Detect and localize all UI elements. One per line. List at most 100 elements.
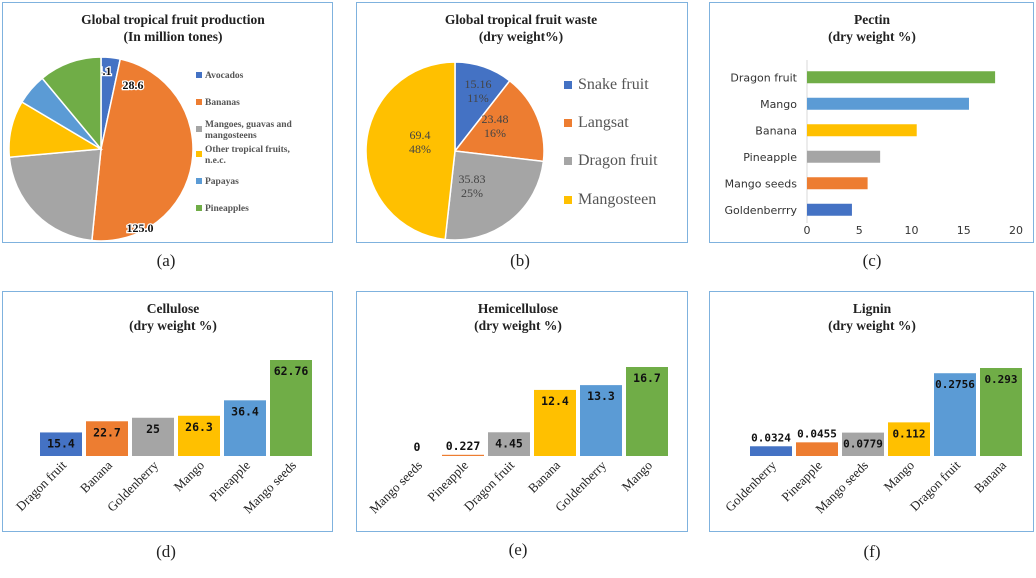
caption-f: (f)	[863, 542, 881, 561]
category-label-mango: Mango	[880, 458, 917, 495]
bar-pineapple	[224, 400, 266, 456]
chart-c-category-label: Mango	[760, 98, 797, 111]
caption-b: (b)	[510, 251, 530, 270]
chart-b-title: Global tropical fruit waste	[445, 12, 597, 27]
chart-b-subtitle: (dry weight%)	[479, 29, 563, 44]
chart-e-title: Hemicellulose	[478, 301, 558, 316]
panel-b: Global tropical fruit waste (dry weight%…	[356, 2, 688, 243]
bar-pineapple	[807, 150, 881, 163]
chart-d-svg: Cellulose (dry weight %) 15.4 Dragon frui…	[13, 301, 312, 516]
value-label-mango: 16.7	[633, 371, 661, 385]
chart-f-plot: 0.0324 Goldenberry 0.0455 Pineapple 0.0779 Ma…	[722, 368, 1022, 516]
pie-slice-dragon-fruit	[444, 150, 545, 241]
category-label-goldenberry: Goldenberry	[722, 457, 779, 514]
bar-goldenberry	[580, 385, 622, 456]
bar-dragon-fruit	[488, 432, 530, 456]
chart-d-title: Cellulose	[147, 301, 200, 316]
bar-dragon-fruit	[807, 71, 996, 84]
legend-a-label: Mangoes, guavas and mangosteens	[205, 120, 293, 141]
legend-b-label: Dragon fruit	[578, 152, 658, 169]
category-label-banana: Banana	[971, 457, 1009, 495]
chart-c-tick-label: 15	[957, 224, 971, 237]
pie-b-value-label: 15.16	[465, 77, 492, 91]
legend-b-swatch	[564, 196, 572, 204]
bar-mango-seeds	[842, 432, 884, 456]
legend-b-label: Mangosteen	[578, 191, 656, 208]
chart-a-subtitle: (In million tones)	[123, 29, 222, 44]
chart-b-legend: Snake fruit Langsat Dragon fruit Mangosteen	[564, 76, 658, 208]
bar-pineapple	[442, 454, 484, 456]
chart-e-subtitle: (dry weight %)	[474, 318, 562, 333]
bar-mango	[888, 422, 930, 456]
legend-a-label: Pineapples	[205, 204, 249, 214]
chart-a-title: Global tropical fruit production	[81, 12, 265, 27]
bar-banana	[807, 124, 917, 137]
value-label-mango-seeds: 0.0779	[843, 438, 883, 451]
chart-c-category-label: Banana	[755, 124, 797, 137]
value-label-goldenberry: 25	[146, 422, 160, 436]
legend-b-label: Snake fruit	[578, 76, 649, 93]
legend-a-swatch	[196, 99, 202, 105]
chart-c-tick-label: 20	[1009, 224, 1023, 237]
value-label-dragon-fruit: 0.2756	[935, 378, 975, 391]
legend-a-swatch	[196, 151, 202, 157]
pie-a-value-label: 125.0	[127, 221, 154, 235]
legend-a-label: Bananas	[205, 98, 240, 108]
chart-c-tick-label: 10	[905, 224, 919, 237]
value-label-pineapple: 0.227	[446, 439, 481, 453]
bar-pineapple	[796, 442, 838, 456]
value-label-banana: 0.293	[984, 373, 1017, 386]
category-label-banana: Banana	[525, 457, 563, 495]
legend-a-swatch	[196, 178, 202, 184]
bar-mango	[178, 415, 220, 456]
category-label-mango-seeds: Mango seeds	[366, 458, 425, 517]
chart-d-subtitle: (dry weight %)	[129, 318, 217, 333]
legend-b-swatch	[564, 157, 572, 165]
value-label-banana: 22.7	[93, 425, 121, 439]
bar-mango	[807, 97, 969, 110]
category-label-pineapple: Pineapple	[778, 457, 825, 504]
value-label-pineapple: 36.4	[231, 404, 259, 418]
chart-c-title: Pectin	[854, 12, 890, 27]
chart-a-legend: Avocados Bananas Mangoes, guavas and mangos…	[196, 71, 293, 214]
pie-a-value-label: 28.6	[123, 78, 144, 92]
legend-a-label: Papayas	[205, 177, 239, 187]
bar-goldenberrry	[807, 203, 852, 216]
chart-e-svg: Hemicellulose (dry weight %) 0 Mango seed…	[366, 301, 668, 517]
legend-a-label: Other tropical fruits, n.e.c.	[205, 145, 290, 166]
pie-b-pct-label: 25%	[461, 186, 483, 200]
panel-c: Pectin (dry weight %) Dragon fruit Mango B…	[709, 2, 1034, 243]
value-label-banana: 12.4	[541, 394, 569, 408]
bar-goldenberry	[750, 446, 792, 456]
value-label-goldenberry: 13.3	[587, 389, 615, 403]
caption-d: (d)	[156, 542, 176, 561]
pie-slice-pineapples	[41, 56, 102, 152]
pie-b-pct-label: 11%	[467, 91, 489, 105]
legend-a-swatch	[196, 126, 202, 132]
pie-b-value-label: 35.83	[459, 172, 486, 186]
panel-a: Global tropical fruit production (In mil…	[2, 2, 333, 243]
bar-banana	[534, 389, 576, 456]
category-label-pineapple: Pineapple	[424, 457, 471, 504]
chart-a-pie: 8.7125.057.025.814.128.6	[8, 56, 194, 242]
category-label-mango: Mango	[170, 458, 207, 495]
panel-e: Hemicellulose (dry weight %) 0 Mango seed…	[356, 291, 688, 532]
bar-dragon-fruit	[934, 373, 976, 456]
pie-b-value-label: 69.4	[410, 128, 431, 142]
bar-banana	[980, 368, 1022, 456]
chart-b-svg: Global tropical fruit waste (dry weight%…	[365, 12, 658, 241]
category-label-dragon-fruit: Dragon fruit	[13, 457, 70, 514]
chart-c-tick-label: 5	[856, 224, 863, 237]
category-label-dragon-fruit: Dragon fruit	[461, 457, 518, 514]
caption-c: (c)	[862, 251, 882, 270]
chart-f-svg: Lignin (dry weight %) 0.0324Goldenberry0…	[722, 301, 1022, 516]
bar-dragon-fruit	[40, 432, 82, 456]
chart-a-svg: Global tropical fruit production (In mil…	[8, 12, 293, 242]
legend-b-swatch	[564, 81, 572, 89]
chart-c-category-label: Mango seeds	[725, 177, 798, 190]
bar-goldenberry	[132, 417, 174, 456]
value-label-mango-seeds: 0	[414, 440, 421, 454]
category-label-mango: Mango	[618, 458, 655, 495]
chart-c-category-label: Goldenberrry	[725, 204, 798, 217]
